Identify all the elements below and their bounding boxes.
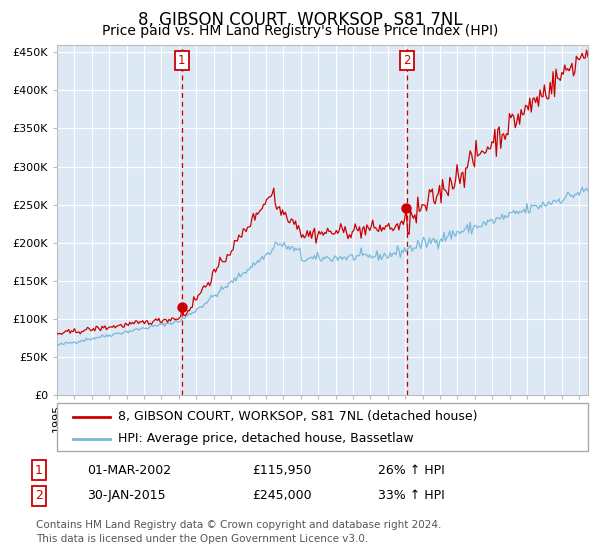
Text: 30-JAN-2015: 30-JAN-2015	[87, 489, 166, 502]
Text: 2: 2	[35, 489, 43, 502]
Text: £245,000: £245,000	[252, 489, 311, 502]
FancyBboxPatch shape	[57, 403, 588, 451]
Text: 1: 1	[178, 54, 185, 67]
Text: 01-MAR-2002: 01-MAR-2002	[87, 464, 171, 477]
Text: £115,950: £115,950	[252, 464, 311, 477]
Text: 26% ↑ HPI: 26% ↑ HPI	[378, 464, 445, 477]
Text: Contains HM Land Registry data © Crown copyright and database right 2024.
This d: Contains HM Land Registry data © Crown c…	[36, 520, 442, 544]
Text: HPI: Average price, detached house, Bassetlaw: HPI: Average price, detached house, Bass…	[118, 432, 413, 445]
Text: 8, GIBSON COURT, WORKSOP, S81 7NL (detached house): 8, GIBSON COURT, WORKSOP, S81 7NL (detac…	[118, 410, 478, 423]
Text: Price paid vs. HM Land Registry's House Price Index (HPI): Price paid vs. HM Land Registry's House …	[102, 24, 498, 38]
Text: 8, GIBSON COURT, WORKSOP, S81 7NL: 8, GIBSON COURT, WORKSOP, S81 7NL	[137, 11, 463, 29]
Text: 1: 1	[35, 464, 43, 477]
Text: 33% ↑ HPI: 33% ↑ HPI	[378, 489, 445, 502]
Text: 2: 2	[403, 54, 410, 67]
